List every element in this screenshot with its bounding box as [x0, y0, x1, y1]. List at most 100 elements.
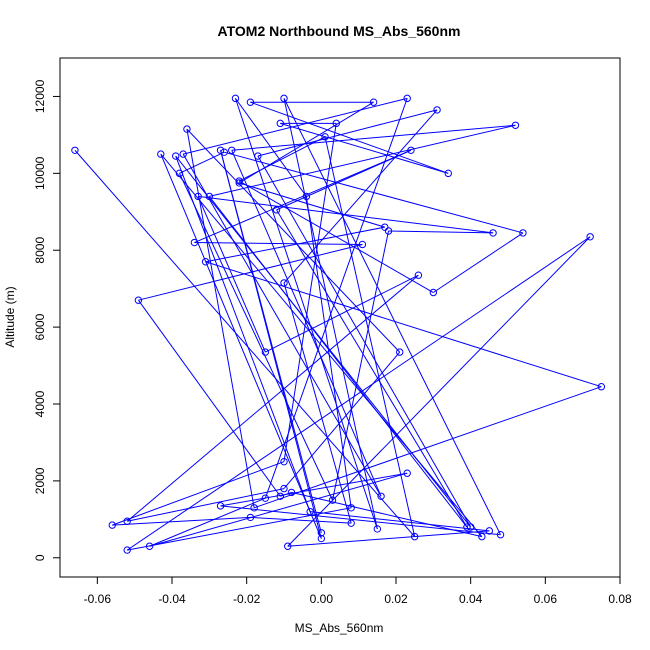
- data-point: [205, 192, 214, 201]
- data-point: [396, 348, 404, 356]
- y-tick-label: 8000: [33, 237, 47, 264]
- series-line-segment: [283, 98, 501, 535]
- data-point: [276, 119, 284, 128]
- data-point: [280, 94, 288, 103]
- data-point: [183, 125, 191, 133]
- chart-title: ATOM2 Northbound MS_Abs_560nm: [218, 23, 461, 39]
- data-point: [145, 542, 154, 550]
- y-tick-label: 10000: [33, 156, 47, 190]
- data-point: [280, 457, 288, 466]
- series-line-segment: [127, 488, 285, 522]
- data-point: [410, 532, 419, 541]
- data-point: [216, 502, 225, 510]
- data-point: [220, 148, 228, 156]
- data-point: [586, 233, 594, 241]
- series-line-segment: [250, 101, 449, 174]
- data-point: [302, 192, 311, 201]
- series-line-segment: [197, 196, 266, 353]
- plot-area-frame: [59, 57, 621, 578]
- data-point: [284, 542, 292, 550]
- series-line-segment: [305, 196, 352, 508]
- series-line-segment: [205, 261, 602, 388]
- series-line-segment: [283, 282, 352, 524]
- data-point: [317, 529, 326, 537]
- data-point: [261, 348, 270, 356]
- data-point: [347, 519, 355, 527]
- series-line-segment: [126, 274, 419, 522]
- data-point: [373, 525, 382, 533]
- data-point: [463, 523, 471, 531]
- series-line-segment: [220, 505, 501, 536]
- series-line-segment: [250, 516, 352, 524]
- data-point: [403, 94, 411, 103]
- series-line-segment: [186, 129, 255, 508]
- x-tick-label: -0.04: [158, 592, 186, 606]
- series-line-segment: [186, 128, 401, 353]
- y-axis: 0 2000 4000 6000 8000 10000 12000: [33, 79, 61, 561]
- data-point: [276, 492, 284, 500]
- data-point: [231, 94, 240, 103]
- data-point: [317, 534, 326, 543]
- data-point: [496, 531, 505, 539]
- series-line-segment: [324, 136, 416, 537]
- series-line-segment: [264, 98, 408, 499]
- series-line-segment: [112, 516, 251, 526]
- data-point: [194, 192, 202, 201]
- series-line-segment: [160, 153, 483, 537]
- series-line-segment: [253, 386, 602, 509]
- data-point: [511, 121, 520, 129]
- data-point: [407, 146, 415, 154]
- series-line-segment: [433, 232, 524, 293]
- data-point: [369, 98, 378, 106]
- data-point: [384, 227, 393, 235]
- x-tick-label: -0.02: [233, 592, 261, 606]
- data-point: [433, 106, 441, 114]
- data-point: [280, 484, 288, 493]
- series-line-segment: [149, 497, 266, 547]
- series-line-segment: [257, 109, 438, 157]
- data-point: [201, 258, 210, 266]
- series-line-segment: [149, 472, 408, 547]
- data-point: [261, 494, 270, 502]
- data-point: [485, 527, 494, 535]
- data-point: [108, 521, 116, 529]
- data-point: [190, 238, 199, 247]
- data-point: [321, 133, 329, 141]
- data-point: [358, 240, 367, 249]
- data-point: [466, 523, 475, 531]
- data-point: [228, 146, 236, 154]
- x-tick-label: 0.06: [534, 592, 558, 606]
- data-point: [381, 223, 389, 231]
- data-point: [272, 206, 281, 214]
- series-line-segment: [287, 236, 591, 547]
- data-point: [246, 513, 255, 522]
- series-line-segment: [265, 274, 419, 353]
- series-line-segment: [205, 226, 385, 263]
- x-axis: -0.06 -0.04 -0.02 0.00 0.02 0.04 0.06 0.08: [84, 576, 632, 606]
- series-line-segment: [127, 507, 352, 551]
- series-line-segment: [74, 149, 416, 537]
- data-point: [216, 146, 225, 154]
- series-line-segment: [137, 299, 281, 497]
- data-point: [306, 507, 314, 516]
- data-point: [172, 152, 180, 160]
- data-point: [489, 229, 497, 237]
- series-line-segment: [332, 230, 390, 501]
- data-point: [134, 296, 143, 304]
- series-line-segment: [239, 182, 385, 228]
- data-point: [347, 504, 355, 512]
- y-tick-label: 12000: [33, 79, 47, 113]
- series-line-segment: [160, 153, 322, 539]
- data-point: [175, 169, 184, 178]
- x-tick-label: 0.00: [310, 592, 334, 606]
- data-point: [478, 532, 486, 541]
- series-line-segment: [310, 511, 490, 532]
- series-line-segment: [276, 209, 468, 528]
- data-point: [235, 177, 243, 185]
- series-line-segment: [182, 153, 382, 497]
- data-point: [250, 504, 258, 512]
- series-line-segment: [291, 491, 482, 538]
- series-line-segment: [179, 173, 333, 501]
